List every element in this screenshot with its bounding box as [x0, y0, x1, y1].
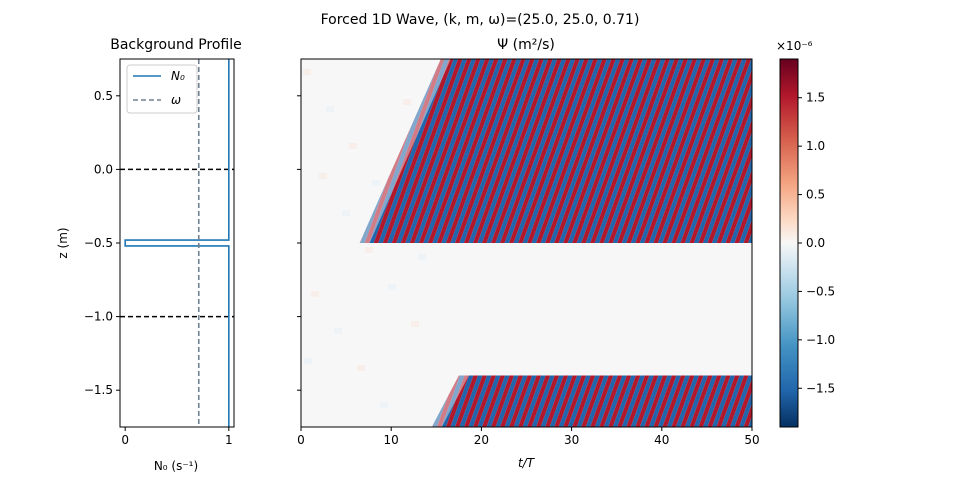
- wave-region-1: [425, 375, 752, 427]
- figure-suptitle: Forced 1D Wave, (k, m, ω)=(25.0, 25.0, 0…: [321, 12, 640, 28]
- profile-ytick-label: 0.0: [94, 162, 113, 176]
- legend-frame: [126, 64, 198, 114]
- legend-label-omega: ω: [171, 93, 181, 107]
- colorbar-gradient: [779, 58, 799, 428]
- profile-xlabel: N₀ (s⁻¹): [154, 459, 198, 473]
- colorbar-tick-label: −1.5: [806, 381, 835, 395]
- profile-title: Background Profile: [110, 37, 242, 53]
- colorbar-tick-label: −0.5: [806, 284, 835, 298]
- profile-ytick-label: −1.0: [84, 310, 113, 324]
- colorbar: 1.5 1.0 0.5 0.0 −0.5 −1.0 −1.5 ×10⁻⁶: [776, 39, 835, 428]
- colorbar-tick-label: 1.0: [806, 139, 825, 153]
- colorbar-tick-label: 1.5: [806, 91, 825, 105]
- profile-ylabel: z (m): [56, 227, 70, 258]
- heatmap-axes: Ψ (m²/s) 0 10 20 30 40 50 t/T: [297, 37, 760, 470]
- heatmap-xtick-label: 20: [474, 433, 489, 447]
- heatmap-image: [301, 59, 752, 427]
- heatmap-xtick-label: 50: [744, 433, 759, 447]
- wave-region-0: [353, 59, 752, 243]
- heatmap-xtick-label: 30: [564, 433, 579, 447]
- heatmap-xtick-label: 10: [384, 433, 399, 447]
- series-line-0: [124, 59, 230, 427]
- legend-label-n0: N₀: [171, 69, 185, 83]
- profile-xtick-label: 1: [225, 433, 233, 447]
- colorbar-multiplier: ×10⁻⁶: [776, 39, 813, 53]
- profile-ytick-label: −1.5: [84, 383, 113, 397]
- heatmap-xtick-label: 40: [654, 433, 669, 447]
- colorbar-tick-label: 0.5: [806, 188, 825, 202]
- profile-xtick-label: 0: [121, 433, 129, 447]
- colorbar-tick-label: 0.0: [806, 236, 825, 250]
- profile-ytick-label: −0.5: [84, 236, 113, 250]
- colorbar-tick-label: −1.0: [806, 333, 835, 347]
- profile-frame: [119, 58, 235, 428]
- heatmap-xtick-label: 0: [297, 433, 305, 447]
- profile-legend: N₀ ω: [126, 64, 198, 114]
- heatmap-title: Ψ (m²/s): [497, 37, 555, 53]
- profile-axes: Background Profile 0.50.0−0.5−1.0−1.50 1 …: [56, 37, 242, 473]
- profile-ytick-label: 0.5: [94, 89, 113, 103]
- heatmap-xlabel: t/T: [518, 456, 536, 470]
